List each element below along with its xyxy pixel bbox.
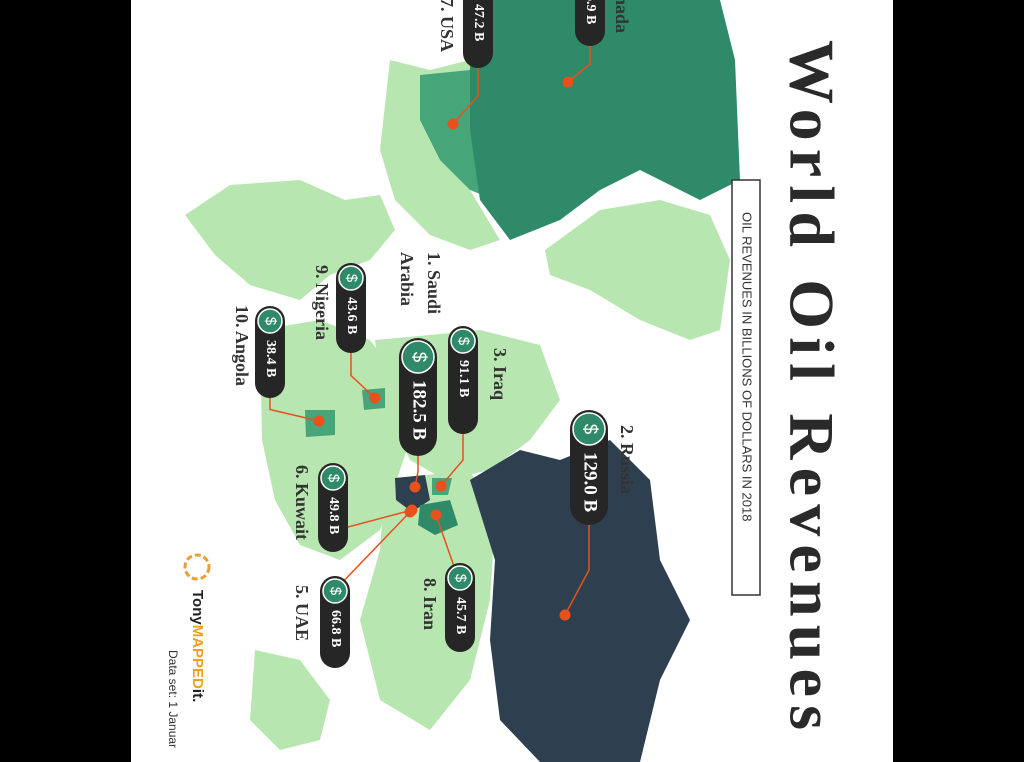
revenue-value: 38.4 B	[263, 340, 278, 377]
revenue-value: 6.9 B	[583, 0, 598, 24]
revenue-value: 129.0 B	[580, 452, 601, 513]
dollar-badge	[450, 328, 476, 354]
country-label: 3. Iraq	[490, 348, 510, 400]
revenue-value: 182.5 B	[409, 380, 430, 441]
location-dot	[409, 481, 421, 493]
location-dot	[562, 76, 574, 88]
location-dot	[559, 609, 571, 621]
pin: $129.0 B 2. Russia	[559, 410, 637, 621]
country-label: 7. USA	[437, 0, 457, 52]
value-pill	[463, 0, 493, 68]
dollar-sign: $	[262, 317, 279, 326]
revenue-value: 45.7 B	[453, 597, 468, 634]
pin: $47.2 B7. USA	[437, 0, 493, 130]
country-label: 10. Angola	[232, 305, 252, 386]
source: Data set: 1 Januar	[166, 650, 180, 748]
leader-line	[350, 353, 376, 399]
pin: $38.4 B 10. Angola	[232, 305, 325, 427]
greenland	[545, 200, 730, 340]
brand-part: MAPPED	[189, 625, 206, 689]
dollar-badge	[320, 465, 346, 491]
australia	[250, 650, 330, 750]
country-rank: 2. Russia	[617, 425, 637, 494]
value-pill	[575, 0, 605, 46]
dollar-badge	[401, 340, 435, 374]
dollar-sign: $	[452, 574, 469, 583]
location-dot	[313, 415, 325, 427]
brand: TonyMAPPEDit. Data set: 1 Januar	[166, 553, 211, 748]
leader-line	[269, 398, 320, 422]
brand-part: Tony	[189, 590, 206, 625]
dollar-badge	[572, 412, 606, 446]
dollar-sign: $	[579, 424, 600, 435]
location-dot	[406, 504, 418, 516]
country-rank: 5. UAE	[292, 585, 312, 641]
pin: $182.5 B 1. Saudi Arabia	[397, 252, 444, 493]
location-dot	[435, 480, 447, 492]
country-label: 6. Kuwait	[292, 465, 312, 540]
revenue-value: 43.6 B	[344, 297, 359, 334]
pin: $91.1 B 3. Iraq	[435, 326, 510, 492]
revenue-value: 49.8 B	[326, 497, 341, 534]
revenue-value: 66.8 B	[328, 610, 343, 647]
country-rank: 3. Iraq	[490, 348, 510, 400]
saudi-arabia	[395, 475, 430, 512]
dollar-sign: $	[408, 352, 429, 363]
russia	[470, 440, 690, 762]
dollar-badge	[322, 578, 348, 604]
dollar-sign: $	[455, 337, 472, 346]
country-rank-line2: Arabia	[397, 252, 417, 306]
leader-line	[440, 434, 464, 487]
brand-logo	[183, 553, 211, 581]
country-rank: 6. Kuwait	[292, 465, 312, 540]
location-dot	[430, 509, 442, 521]
brand-part: it.	[189, 689, 206, 702]
country-label: 8. Iran	[420, 578, 440, 630]
pin: $45.7 B 8. Iran	[420, 509, 475, 652]
country-label: 2. Russia	[617, 425, 637, 494]
country-rank: 10. Angola	[232, 305, 252, 386]
revenue-value: 91.1 B	[456, 360, 471, 397]
subtitle-box	[731, 179, 761, 596]
revenue-value: 47.2 B	[471, 4, 486, 41]
leader-line	[564, 525, 590, 616]
location-dot	[369, 392, 381, 404]
country-label: 9. Nigeria	[312, 265, 332, 340]
dollar-badge	[447, 565, 473, 591]
country-label: 5. UAE	[292, 585, 312, 641]
country-rank: 7. USA	[437, 0, 457, 52]
pin: $43.6 B 9. Nigeria	[312, 263, 381, 404]
country-rank: 8. Iran	[420, 578, 440, 630]
value-pill	[448, 326, 478, 434]
leader-line	[567, 46, 591, 83]
country-rank: 9. Nigeria	[312, 265, 332, 340]
country-label: nada	[612, 0, 632, 33]
brand-name: TonyMAPPEDit.	[189, 590, 206, 702]
dollar-badge	[257, 308, 283, 334]
location-dot	[447, 118, 459, 130]
leader-line	[452, 68, 479, 125]
dollar-badge	[338, 265, 364, 291]
country-rank: 1. Saudi	[424, 252, 444, 314]
country-rank: nada	[612, 0, 632, 33]
dollar-sign: $	[325, 474, 342, 483]
africa	[260, 320, 410, 560]
canada	[470, 0, 740, 240]
subtitle: OIL REVENUES IN BILLIONS OF DOLLARS IN 2…	[740, 212, 755, 521]
country-label: 1. Saudi Arabia	[397, 252, 444, 314]
pin: $49.8 B 6. Kuwait	[292, 463, 418, 552]
asia	[360, 470, 495, 730]
pins: $182.5 B1. SaudiArabia$129.0 B 2. Russia$…	[232, 0, 637, 668]
dollar-sign: $	[327, 587, 344, 596]
dollar-sign: $	[343, 274, 360, 283]
